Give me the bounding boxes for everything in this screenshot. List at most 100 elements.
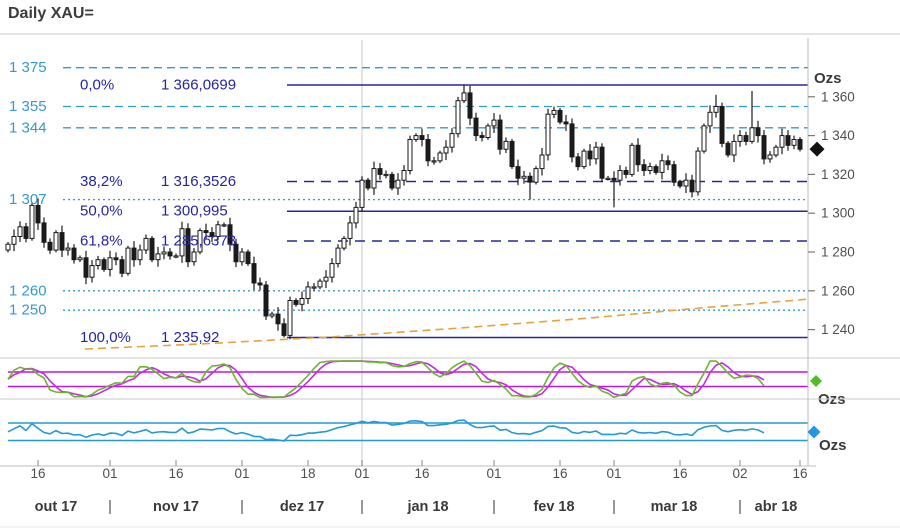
month-separator: | <box>738 499 742 515</box>
month-label: nov 17 <box>153 499 199 515</box>
candle-body <box>419 135 425 141</box>
stochastic-d-line <box>7 360 765 399</box>
candle-body <box>707 111 713 127</box>
candle-body <box>185 228 191 263</box>
month-label: jan 18 <box>406 499 448 515</box>
candle-body <box>299 298 305 305</box>
candle-body <box>749 127 755 142</box>
candle-body <box>719 106 725 144</box>
candle-body <box>377 168 383 175</box>
candle-body <box>647 166 653 172</box>
candle-body <box>287 300 293 336</box>
candle-body <box>329 263 335 278</box>
candle-body <box>245 251 251 265</box>
candle-body <box>335 247 341 265</box>
candle-body <box>203 230 209 234</box>
candle-body <box>725 142 731 156</box>
month-separator: | <box>492 499 496 515</box>
candle-body <box>533 168 539 183</box>
candle-body <box>515 166 521 179</box>
candle-body <box>623 170 629 175</box>
month-separator: | <box>240 499 244 515</box>
candle-body <box>401 170 407 181</box>
candle-body <box>5 243 11 251</box>
month-label: abr 18 <box>755 499 798 515</box>
time-tick-label: 16 <box>672 466 687 481</box>
candle-body <box>407 139 413 171</box>
price-tick-label: 1 320 <box>821 167 855 182</box>
fibonacci-pct-label: 100,0% <box>80 329 131 346</box>
time-tick-label: 18 <box>300 466 315 481</box>
candle-body <box>257 282 263 286</box>
candle-body <box>221 224 227 227</box>
fibonacci-pct-label: 38,2% <box>80 173 123 190</box>
fibonacci-value-label: 1 316,3526 <box>161 173 236 190</box>
candle-body <box>347 222 353 239</box>
time-tick-label: 16 <box>414 466 429 481</box>
candle-body <box>713 106 719 113</box>
candle-body <box>671 164 677 183</box>
candle-body <box>317 280 323 288</box>
candle-body <box>635 144 641 166</box>
time-tick-label: 01 <box>354 466 369 481</box>
candle-body <box>653 166 659 173</box>
candle-body <box>761 135 767 160</box>
candle-body <box>491 119 497 127</box>
candle-body <box>101 259 107 270</box>
time-tick-label: 16 <box>552 466 567 481</box>
candle-body <box>467 92 473 119</box>
candle-body <box>305 286 311 299</box>
candle-body <box>791 139 797 146</box>
rsi-line <box>7 419 765 442</box>
price-tick-label: 1 260 <box>821 283 855 298</box>
candle-body <box>449 133 455 148</box>
candle-body <box>149 237 155 261</box>
candle-body <box>371 168 377 189</box>
candle-body <box>521 175 527 179</box>
price-tick-label: 1 300 <box>821 206 855 221</box>
candle-body <box>389 173 395 189</box>
candle-body <box>353 206 359 224</box>
candle-body <box>785 135 791 146</box>
candle-body <box>239 251 245 263</box>
month-separator: | <box>108 499 112 515</box>
candle-body <box>119 259 125 274</box>
price-level-label: 1 344 <box>9 119 47 136</box>
candle-body <box>443 146 449 154</box>
candle-body <box>485 125 491 139</box>
fibonacci-value-label: 1 366,0699 <box>161 77 236 94</box>
candle-body <box>143 237 149 251</box>
candle-body <box>683 179 689 187</box>
candle-body <box>53 232 59 251</box>
candle-body <box>659 160 665 173</box>
candle-body <box>431 160 437 163</box>
candle-body <box>797 139 803 150</box>
candle-body <box>575 156 581 168</box>
candle-body <box>617 170 623 181</box>
candle-body <box>65 247 71 251</box>
candle-body <box>197 230 203 253</box>
candle-body <box>569 123 575 158</box>
candle-body <box>689 179 695 193</box>
candle-body <box>779 135 785 148</box>
candle-body <box>47 241 53 251</box>
candle-body <box>539 154 545 170</box>
candle-body <box>281 323 287 336</box>
trendline <box>84 298 811 350</box>
candle-body <box>395 179 401 189</box>
candle-body <box>167 251 173 257</box>
rsi-marker <box>807 425 821 439</box>
time-tick-label: 16 <box>792 466 807 481</box>
candle-body <box>509 140 515 168</box>
candle-body <box>215 224 221 237</box>
candle-body <box>323 276 329 282</box>
month-separator: | <box>612 499 616 515</box>
candle-body <box>155 253 161 261</box>
candle-body <box>23 226 29 239</box>
time-tick-label: 01 <box>486 466 501 481</box>
main-axis-unit-label: Ozs <box>814 70 842 87</box>
candle-body <box>695 150 701 193</box>
candle-body <box>77 257 83 261</box>
